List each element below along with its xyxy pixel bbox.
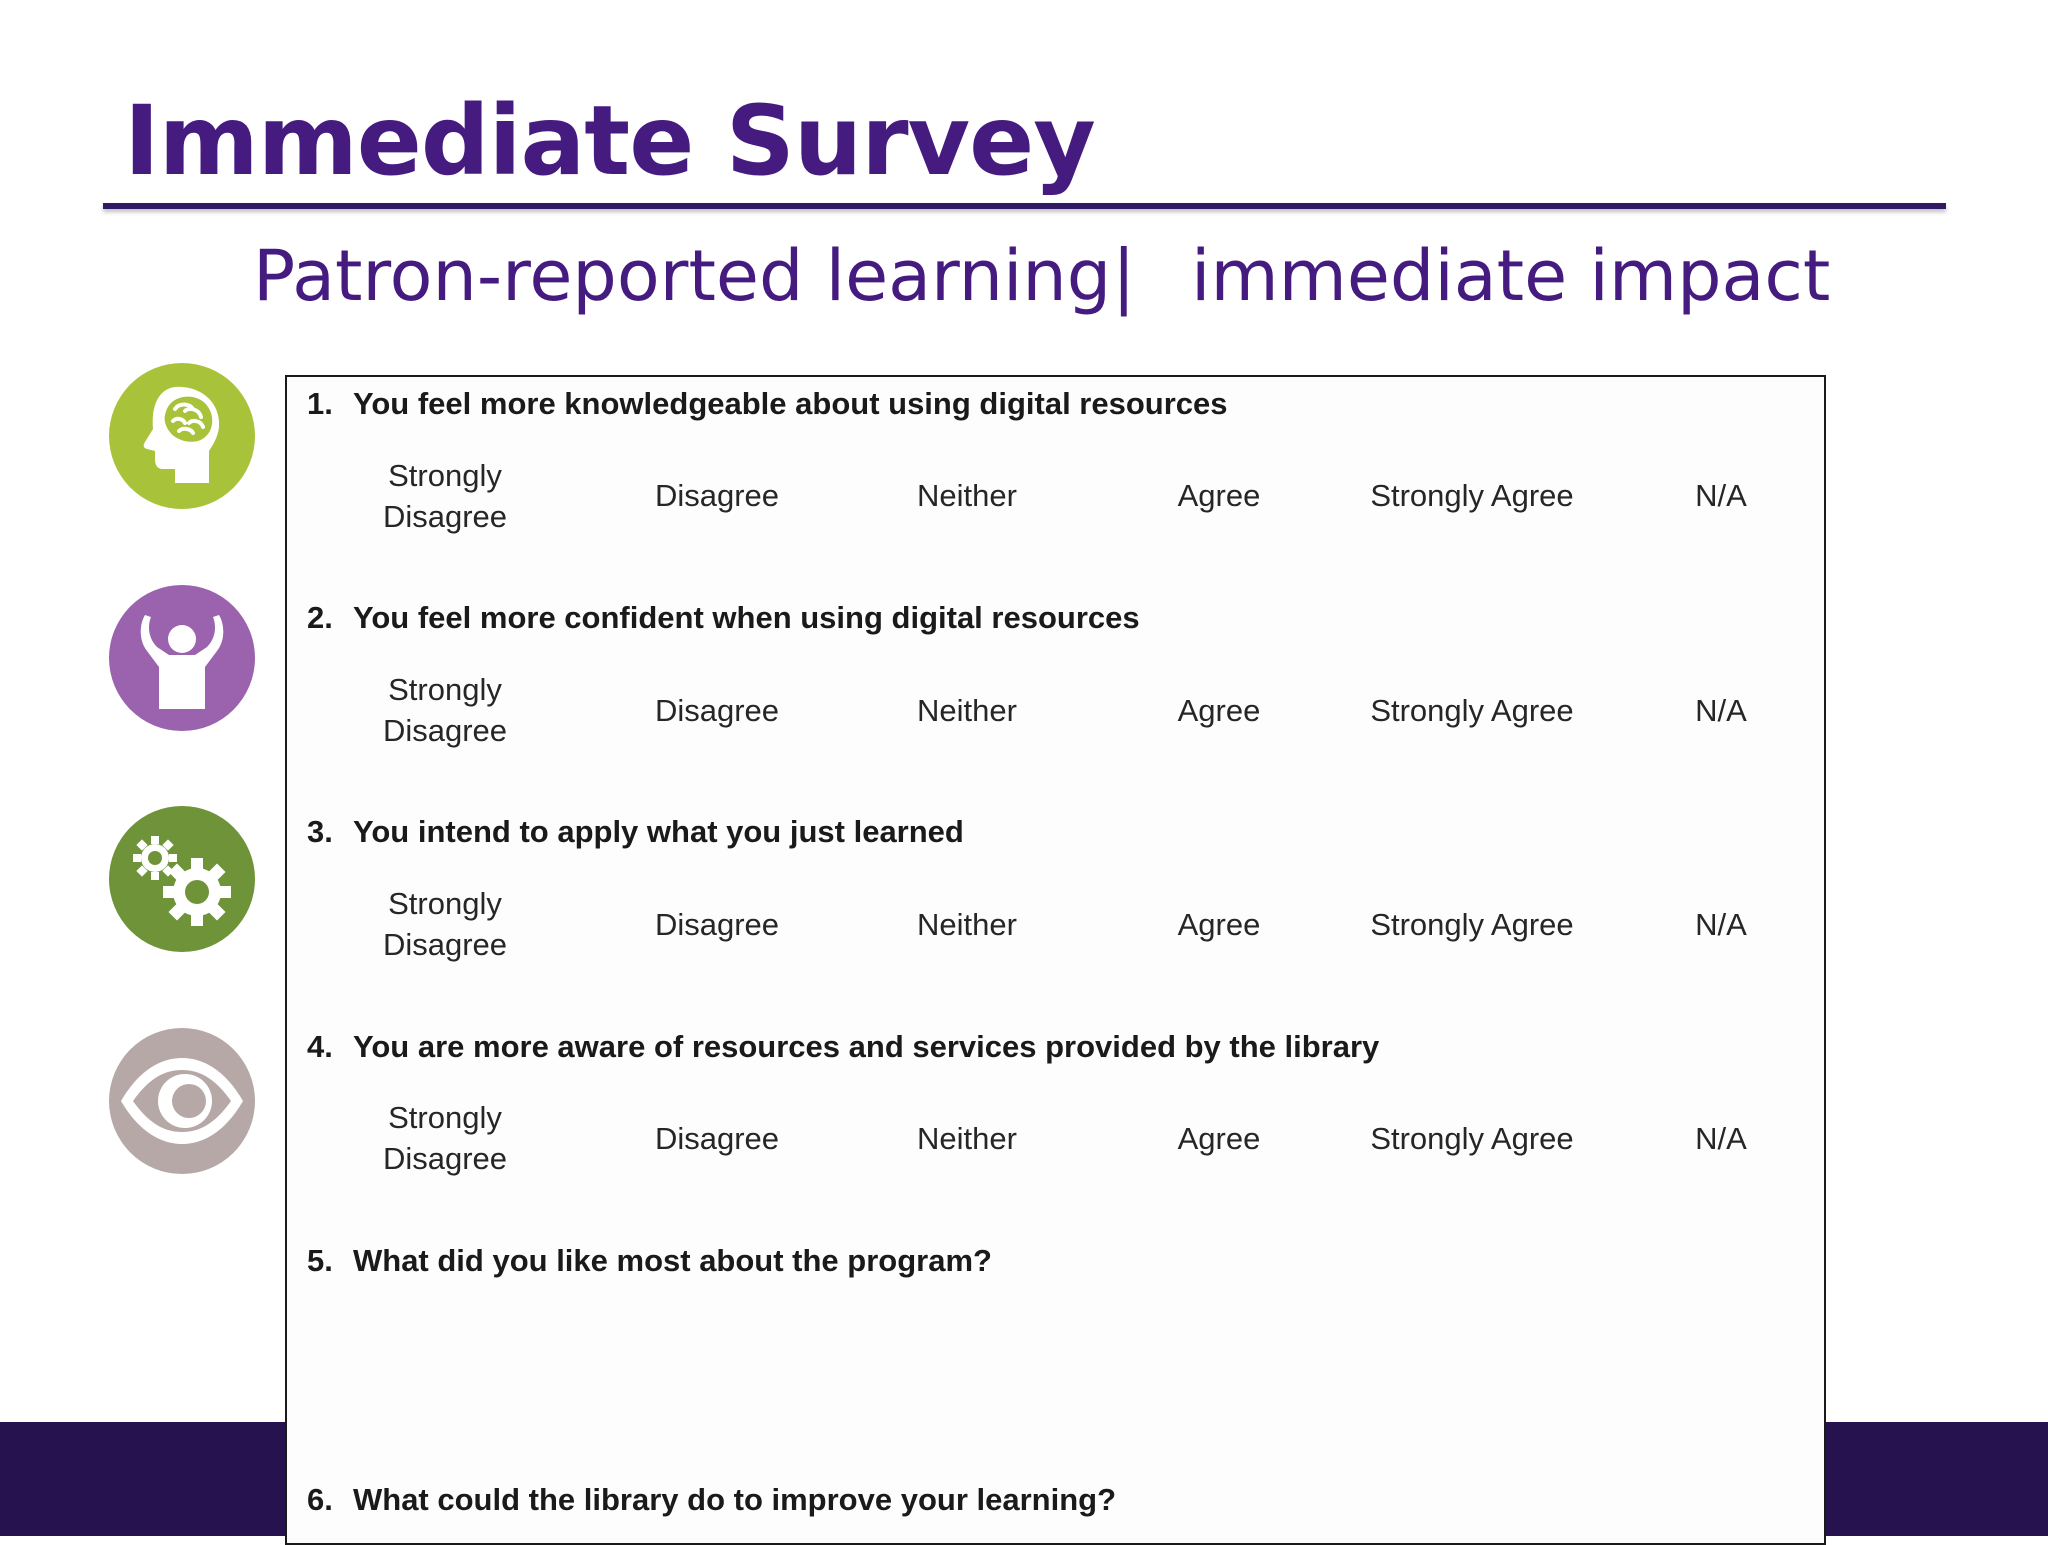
option-na: N/A: [1695, 478, 1747, 513]
question-3: 3. You intend to apply what you just lear…: [307, 814, 964, 849]
option-neither: Neither: [917, 693, 1017, 728]
option-neither: Neither: [917, 478, 1017, 513]
option-agree: Agree: [1177, 693, 1261, 728]
option-neither: Neither: [917, 907, 1017, 942]
question-5: 5. What did you like most about the progr…: [307, 1243, 992, 1278]
option-disagree: Disagree: [654, 693, 780, 728]
option-strongly-agree: Strongly Agree: [1370, 478, 1574, 513]
option-strongly-disagree: Strongly Disagree: [382, 886, 508, 962]
title-divider: [103, 203, 1946, 209]
option-strongly-agree: Strongly Agree: [1370, 907, 1574, 942]
option-disagree: Disagree: [654, 1121, 780, 1156]
option-disagree: Disagree: [654, 907, 780, 942]
question-2: 2. You feel more confident when using dig…: [307, 600, 1140, 635]
slide-subtitle: Patron-reported learning | immediate imp…: [0, 236, 2048, 556]
survey-form: 1. You feel more knowledgeable about usin…: [285, 375, 1826, 1545]
option-neither: Neither: [917, 1121, 1017, 1156]
slide-title: Immediate Survey: [124, 85, 1096, 197]
option-na: N/A: [1695, 907, 1747, 942]
option-agree: Agree: [1177, 907, 1261, 942]
gears-icon: [109, 806, 255, 952]
eye-icon: [109, 1028, 255, 1174]
option-agree: Agree: [1177, 478, 1261, 513]
subtitle-left: Patron-reported learning: [253, 235, 1112, 317]
option-agree: Agree: [1177, 1121, 1261, 1156]
brain-head-icon: [109, 363, 255, 509]
option-strongly-agree: Strongly Agree: [1370, 693, 1574, 728]
option-na: N/A: [1695, 1121, 1747, 1156]
option-strongly-agree: Strongly Agree: [1370, 1121, 1574, 1156]
question-4: 4. You are more aware of resources and se…: [307, 1029, 1380, 1064]
option-strongly-disagree: Strongly Disagree: [382, 458, 508, 534]
option-na: N/A: [1695, 693, 1747, 728]
option-disagree: Disagree: [654, 478, 780, 513]
question-6: 6. What could the library do to improve y…: [307, 1482, 1117, 1517]
option-strongly-disagree: Strongly Disagree: [382, 672, 508, 748]
subtitle-separator: |: [1112, 235, 1136, 317]
subtitle-right: immediate impact: [1191, 235, 1831, 317]
question-1: 1. You feel more knowledgeable about usin…: [307, 386, 1228, 421]
raised-arms-person-icon: [109, 585, 255, 731]
option-strongly-disagree: Strongly Disagree: [382, 1100, 508, 1176]
